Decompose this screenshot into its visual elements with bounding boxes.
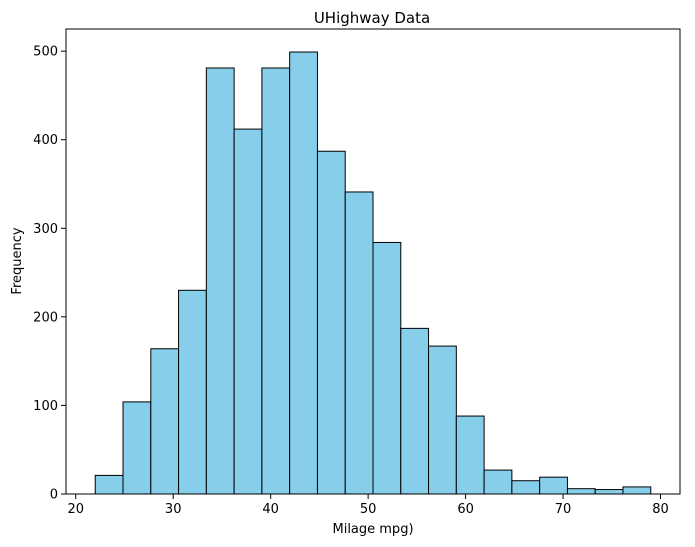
histogram-bar: [289, 51, 318, 495]
chart-title: UHighway Data: [314, 9, 430, 27]
x-tick-label: 50: [360, 502, 377, 517]
y-tick-label: 500: [33, 45, 58, 60]
histogram-bar: [372, 241, 402, 495]
histogram-bar: [622, 486, 652, 495]
plot-frame: [65, 28, 681, 495]
histogram-bar: [316, 150, 346, 495]
bars-group: [94, 51, 652, 495]
histogram-bar: [400, 327, 430, 495]
x-tick-label: 30: [165, 502, 182, 517]
histogram-bar: [178, 289, 207, 495]
histogram-bar: [428, 345, 457, 495]
histogram-bar: [455, 415, 485, 495]
histogram-bar: [594, 489, 624, 495]
histogram-bar: [94, 474, 124, 495]
x-tick-label: 60: [457, 502, 474, 517]
histogram-bar: [150, 348, 180, 495]
histogram-bar: [261, 67, 291, 495]
histogram-bar: [483, 469, 513, 495]
y-tick-label: 400: [33, 133, 58, 148]
y-tick-label: 0: [50, 488, 58, 503]
histogram-bar: [205, 67, 235, 495]
histogram-bar: [344, 191, 374, 495]
y-tick-label: 200: [33, 310, 58, 325]
histogram-bar: [566, 488, 596, 495]
x-tick-label: 80: [652, 502, 669, 517]
y-axis: 0 100 200 300 400 500: [33, 45, 66, 503]
x-axis: 20 30 40 50 60 70 80: [67, 494, 669, 517]
histogram-bar: [511, 480, 541, 495]
histogram-bar: [539, 476, 568, 495]
histogram-bar: [122, 401, 152, 495]
y-tick-label: 300: [33, 222, 58, 237]
x-tick-label: 20: [67, 502, 84, 517]
x-axis-label: Milage mpg): [332, 522, 413, 537]
x-tick-label: 70: [555, 502, 572, 517]
x-tick-label: 40: [262, 502, 279, 517]
histogram-bar: [233, 128, 263, 495]
y-tick-label: 100: [33, 399, 58, 414]
y-axis-label: Frequency: [10, 227, 25, 294]
